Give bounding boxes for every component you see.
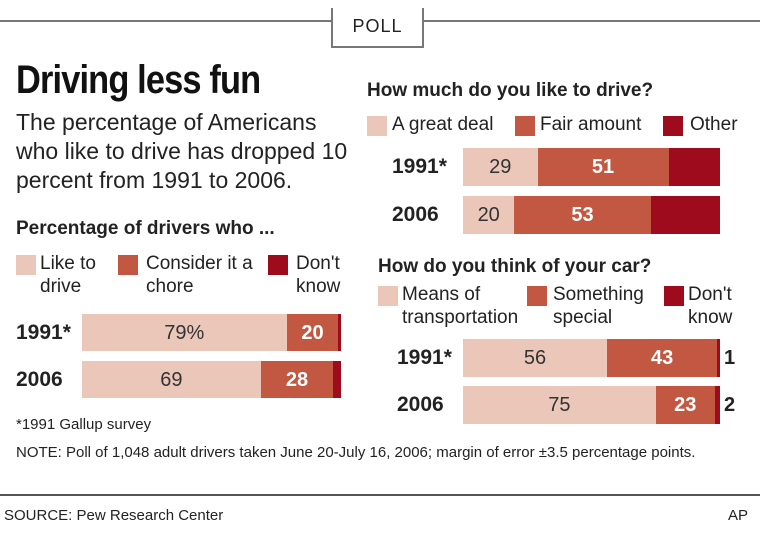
chart3-title: How do you think of your car? [378, 256, 652, 277]
bar-1991-don-t-know [717, 339, 720, 377]
bar-1991-something-special [606, 339, 718, 377]
bar-2006-like-to-drive [82, 361, 261, 398]
bar-2006-something-special [655, 386, 715, 424]
bar-1991-means-of-transportation [463, 339, 607, 377]
row-label-1991: 1991* [397, 346, 452, 369]
data-label-2006-a-great-deal: 20 [477, 204, 500, 226]
legend-swatch-consider-chore [118, 255, 138, 275]
legend-swatch-great-deal [367, 116, 387, 136]
note: NOTE: Poll of 1,048 adult drivers taken … [16, 444, 696, 461]
data-label-2006-don-t-know: 2 [724, 394, 736, 416]
legend-swatch-other [663, 116, 683, 136]
bar-2006-don-t-know [333, 361, 341, 398]
legend-swatch-like-to-drive [16, 255, 36, 275]
data-label-2006-fair-amount: 53 [571, 204, 594, 226]
bar-2006-means-of-transportation [463, 386, 656, 424]
bar-1991-fair-amount [537, 148, 669, 186]
bar-1991-other [668, 148, 720, 186]
data-label-1991-fair-amount: 51 [591, 156, 615, 178]
bar-2006-don-t-know [714, 386, 720, 424]
row-label-1991: 1991* [16, 321, 71, 344]
legend-swatch-something-special [527, 286, 547, 306]
row-label-2006: 2006 [392, 203, 439, 226]
footer-rule [0, 494, 760, 496]
poll-tag: POLL [331, 8, 424, 48]
bar-2006-other [650, 196, 720, 234]
legend-label-great-deal: A great deal [392, 114, 494, 135]
legend-swatch-fair-amount [515, 116, 535, 136]
row-label-2006: 2006 [16, 368, 63, 391]
row-label-1991: 1991* [392, 155, 447, 178]
bar-1991-a-great-deal [463, 148, 538, 186]
bar-1991-like-to-drive [82, 314, 287, 351]
bar-2006-consider-it-a-chore [260, 361, 334, 398]
legend-label-consider-chore: Consider it a chore [146, 253, 253, 297]
page-title: Driving less fun [16, 58, 261, 102]
bar-1991-don-t-know [338, 314, 341, 351]
legend-label-something-special: Something special [553, 284, 644, 328]
data-label-1991-something-special: 43 [651, 347, 674, 369]
legend-label-like-to-drive: Like to drive [40, 253, 96, 297]
footnote: *1991 Gallup survey [16, 416, 152, 433]
row-label-2006: 2006 [397, 393, 444, 416]
bar-1991-consider-it-a-chore [286, 314, 339, 351]
legend-swatch-car-dont-know [664, 286, 684, 306]
data-label-2006-something-special: 23 [674, 394, 697, 416]
credit: AP [728, 507, 749, 524]
bar-2006-fair-amount [514, 196, 651, 234]
legend-label-dont-know: Don't know [296, 253, 341, 297]
source: SOURCE: Pew Research Center [4, 507, 224, 524]
legend-swatch-means-transportation [378, 286, 398, 306]
legend-label-fair-amount: Fair amount [540, 114, 642, 135]
data-label-1991-like-to-drive: 79% [164, 322, 205, 344]
data-label-2006-consider-it-a-chore: 28 [285, 369, 309, 391]
data-label-1991-don-t-know: 1 [724, 347, 736, 369]
data-label-1991-means-of-transportation: 56 [523, 347, 547, 369]
chart2-title: How much do you like to drive? [367, 80, 654, 101]
legend-label-car-dont-know: Don't know [688, 284, 733, 328]
bar-2006-a-great-deal [463, 196, 515, 234]
legend-swatch-dont-know [268, 255, 288, 275]
legend-label-means-transportation: Means of transportation [402, 284, 519, 328]
data-label-2006-means-of-transportation: 75 [548, 394, 571, 416]
data-label-1991-consider-it-a-chore: 20 [301, 322, 324, 344]
page-subtitle: The percentage of Americans who like to … [16, 109, 348, 193]
data-label-2006-like-to-drive: 69 [160, 369, 183, 391]
data-label-1991-a-great-deal: 29 [489, 156, 512, 178]
chart1-title: Percentage of drivers who ... [16, 218, 275, 239]
legend-label-other: Other [690, 114, 738, 135]
